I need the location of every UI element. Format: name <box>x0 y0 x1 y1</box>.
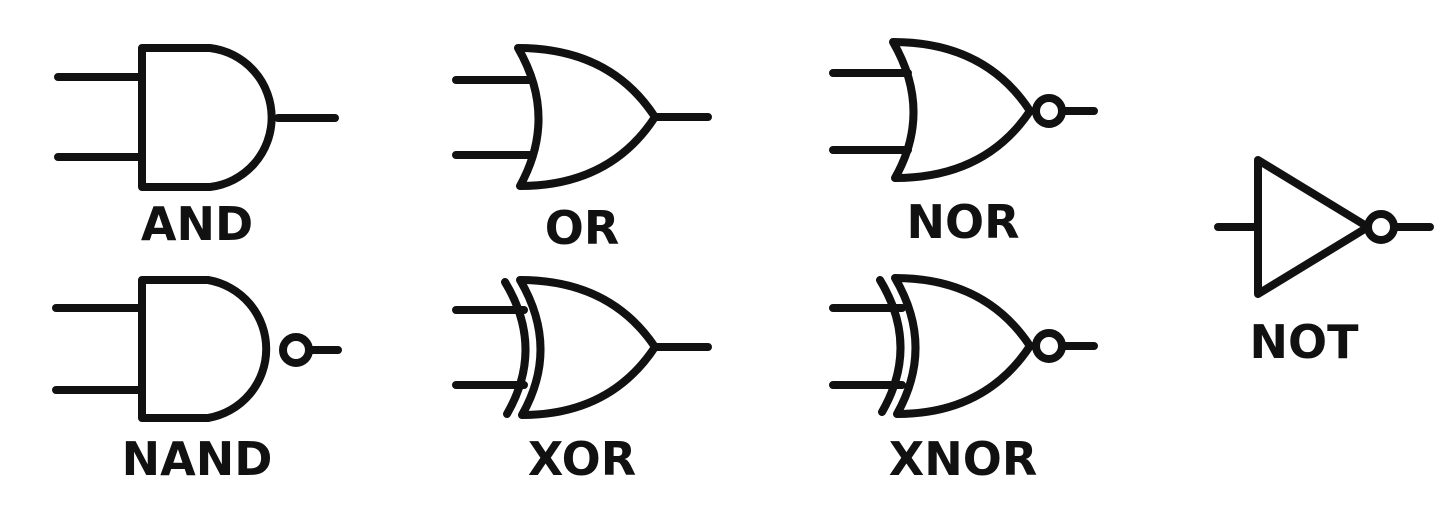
xnor-gate-label: XNOR <box>889 432 1038 486</box>
nor-gate-icon <box>829 38 1098 182</box>
xnor-gate-icon <box>829 274 1098 418</box>
and-gate-icon <box>54 44 339 191</box>
nand-gate-label: NAND <box>122 432 273 486</box>
xnor-gate: XNOR <box>829 274 1098 486</box>
and-gate-label: AND <box>141 197 253 251</box>
or-gate: OR <box>452 44 712 255</box>
or-gate-label: OR <box>545 201 620 255</box>
not-gate-icon <box>1214 156 1434 298</box>
xor-gate-label: XOR <box>528 432 636 486</box>
and-gate: AND <box>54 44 339 251</box>
or-gate-icon <box>452 44 712 190</box>
xor-gate: XOR <box>452 276 712 486</box>
not-gate: NOT <box>1214 156 1434 369</box>
nor-gate-label: NOR <box>906 195 1019 249</box>
xor-gate-icon <box>452 276 712 419</box>
nand-gate-icon <box>52 276 342 422</box>
nor-gate: NOR <box>829 38 1098 249</box>
nand-gate: NAND <box>52 276 342 486</box>
not-gate-label: NOT <box>1250 315 1360 369</box>
